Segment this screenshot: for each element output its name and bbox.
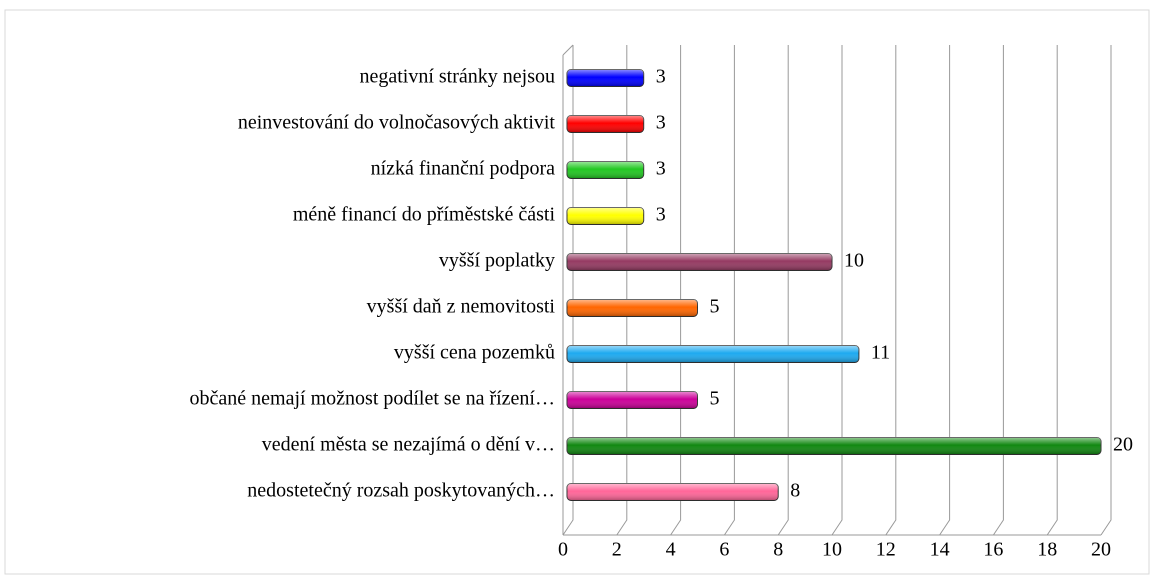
chart-border <box>4 9 1150 575</box>
y-tick-label: nízká finanční podpora <box>371 158 555 180</box>
grid-line <box>1046 45 1058 536</box>
grid-line <box>670 45 682 536</box>
x-tick-label: 2 <box>612 539 622 561</box>
y-tick-label: méně financí do příměstské části <box>293 204 556 226</box>
axis-line <box>562 44 574 56</box>
data-label: 10 <box>844 250 864 272</box>
bar-highlight <box>567 391 698 409</box>
bar-highlight <box>567 437 1101 455</box>
bar-highlight <box>567 161 644 179</box>
x-tick-label: 18 <box>1037 539 1057 561</box>
data-label: 3 <box>656 158 666 180</box>
bar-highlight <box>567 299 698 317</box>
data-label: 11 <box>871 342 890 364</box>
x-tick-label: 20 <box>1091 539 1111 561</box>
grid-line <box>939 45 951 536</box>
bar-highlight <box>567 115 644 133</box>
bar-highlight <box>567 207 644 225</box>
grid-line <box>723 45 735 536</box>
x-tick-label: 0 <box>558 539 568 561</box>
grid-line <box>992 45 1004 536</box>
x-tick-label: 4 <box>666 539 676 561</box>
x-tick-label: 14 <box>930 539 950 561</box>
data-label: 5 <box>710 388 720 410</box>
grid-line <box>562 45 574 536</box>
grid-line <box>885 45 897 536</box>
data-label: 3 <box>656 204 666 226</box>
y-tick-label: vyšší cena pozemků <box>394 342 555 364</box>
y-tick-label: neinvestování do volnočasových aktivit <box>238 112 556 134</box>
y-tick-label: vyšší daň z nemovitosti <box>367 296 556 318</box>
y-tick-label: nedostetečný rozsah poskytovaných… <box>247 480 555 502</box>
data-label: 3 <box>656 66 666 88</box>
bar-highlight <box>567 253 832 271</box>
bar-highlight <box>567 69 644 87</box>
y-tick-label: negativní stránky nejsou <box>359 66 555 88</box>
grid-line <box>831 45 843 536</box>
grid-line <box>616 45 628 536</box>
x-tick-label: 6 <box>719 539 729 561</box>
bar-highlight <box>567 483 779 501</box>
data-label: 8 <box>790 480 800 502</box>
data-label: 3 <box>656 112 666 134</box>
x-tick-label: 10 <box>822 539 842 561</box>
x-tick-label: 12 <box>876 539 896 561</box>
x-tick-label: 8 <box>773 539 783 561</box>
data-label: 5 <box>710 296 720 318</box>
x-tick-label: 16 <box>983 539 1003 561</box>
y-tick-label: vedení města se nezajímá o dění v… <box>262 434 555 456</box>
y-tick-label: občané nemají možnost podílet se na říze… <box>190 388 555 410</box>
grid-line <box>777 45 789 536</box>
data-label: 20 <box>1113 434 1133 456</box>
grid-line <box>1100 45 1112 536</box>
bar-highlight <box>567 345 859 363</box>
y-tick-label: vyšší poplatky <box>439 250 555 272</box>
